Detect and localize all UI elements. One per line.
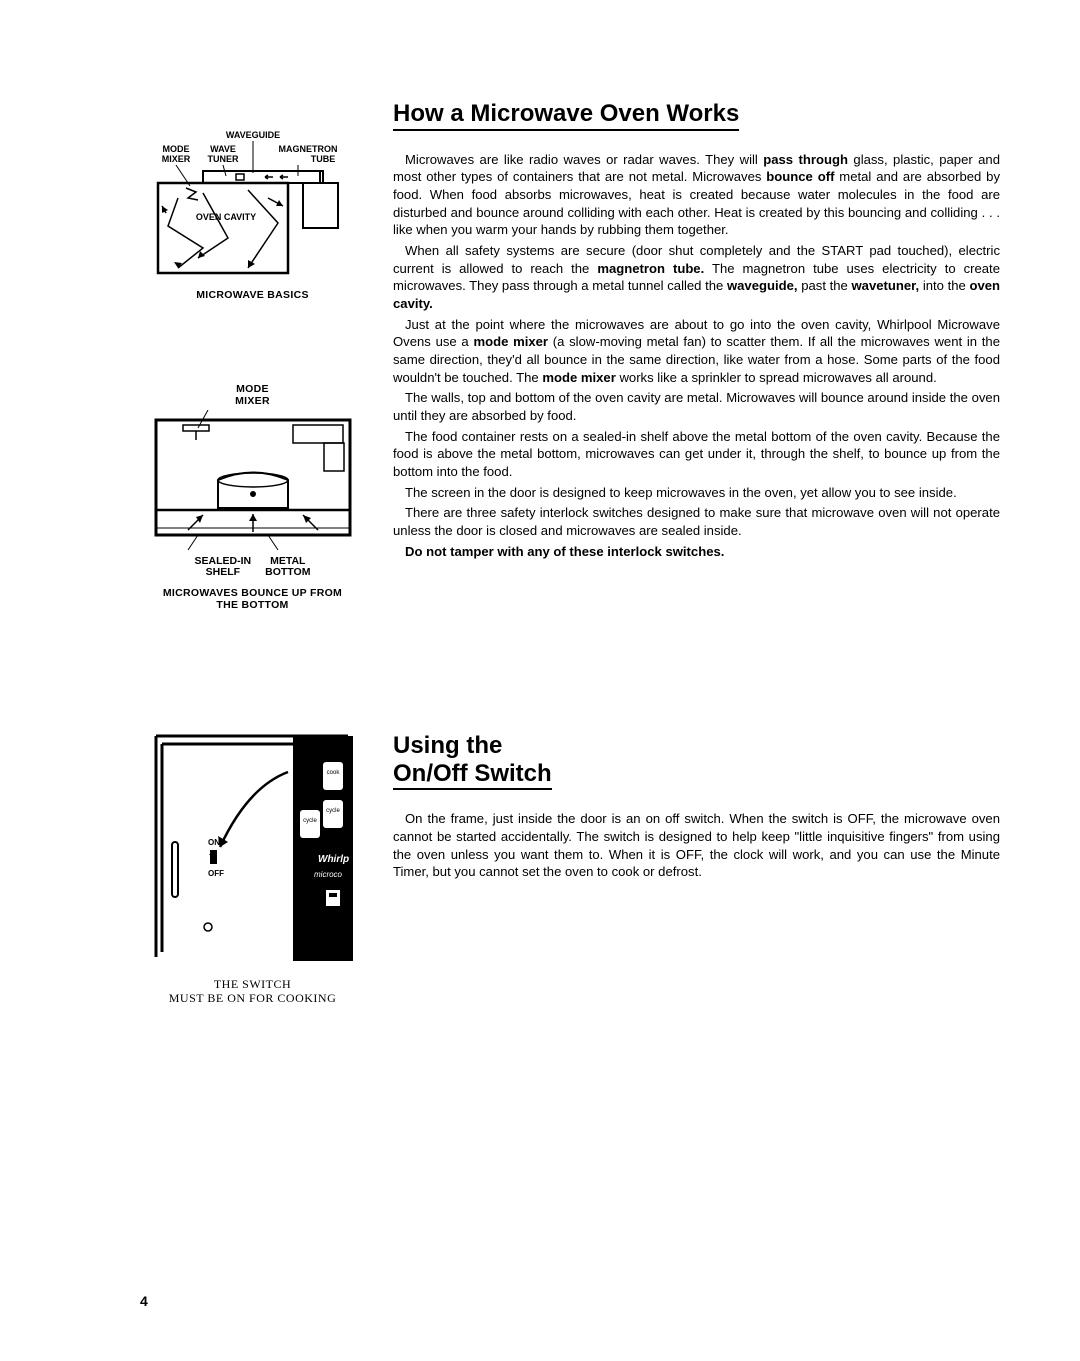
caption-microwave-basics: MICROWAVE BASICS <box>196 289 309 302</box>
page-number: 4 <box>140 1293 148 1309</box>
page: WAVEGUIDE MODE MIXER WAVE TUNER MAGNETRO… <box>0 0 1080 1361</box>
mode-mixer-l1: MODE <box>236 383 269 395</box>
label-mode-mixer-top: MODE MIXER <box>235 383 270 408</box>
label-sealed-in: SEALED-IN SHELF <box>195 556 252 579</box>
text-column-1: How a Microwave Oven Works Microwaves ar… <box>393 100 1000 563</box>
diagram-microwave-basics: WAVEGUIDE MODE MIXER WAVE TUNER MAGNETRO… <box>148 128 358 302</box>
section1-paragraph: The food container rests on a sealed-in … <box>393 428 1000 481</box>
section-title-2: Using the On/Off Switch <box>393 732 552 790</box>
title2-l1: Using the <box>393 732 502 759</box>
caption-bounce-up: MICROWAVES BOUNCE UP FROM THE BOTTOM <box>163 587 342 612</box>
section1-paragraph: There are three safety interlock switche… <box>393 504 1000 539</box>
section-how-it-works: WAVEGUIDE MODE MIXER WAVE TUNER MAGNETRO… <box>140 100 1000 612</box>
text-column-2: Using the On/Off Switch On the frame, ju… <box>393 732 1000 884</box>
section-title-1: How a Microwave Oven Works <box>393 100 739 131</box>
section1-paragraph: Just at the point where the microwaves a… <box>393 316 1000 387</box>
diagram-switch: cook cycle cycle Whirlp microco ON OFF <box>148 732 358 1006</box>
diagram-column: WAVEGUIDE MODE MIXER WAVE TUNER MAGNETRO… <box>140 100 365 612</box>
section1-paragraph: The walls, top and bottom of the oven ca… <box>393 389 1000 424</box>
section1-paragraph: Do not tamper with any of these interloc… <box>393 543 1000 561</box>
mode-mixer-l2: MIXER <box>235 395 270 407</box>
microwave-basics-svg: WAVEGUIDE MODE MIXER WAVE TUNER MAGNETRO… <box>148 128 358 283</box>
label-wave-tuner-2: TUNER <box>207 154 238 164</box>
diagram-bounce-up: MODE MIXER <box>148 377 358 612</box>
panel-label-cycle2: cycle <box>303 818 317 824</box>
label-mode-mixer-1: MODE <box>162 144 189 154</box>
switch-label-off: OFF <box>208 869 224 878</box>
switch-label-on: ON <box>208 838 220 847</box>
label-mode-mixer-2: MIXER <box>161 154 190 164</box>
label-oven-cavity: OVEN CAVITY <box>195 212 255 222</box>
title2-l2: On/Off Switch <box>393 760 552 787</box>
section1-body: Microwaves are like radio waves or radar… <box>393 151 1000 561</box>
label-wave-tuner-1: WAVE <box>210 144 236 154</box>
section2-body: On the frame, just inside the door is an… <box>393 810 1000 881</box>
label-waveguide: WAVEGUIDE <box>225 130 279 140</box>
panel-label-cycle1: cycle <box>326 808 340 814</box>
panel-brand-2: microco <box>314 870 343 879</box>
switch-svg: cook cycle cycle Whirlp microco ON OFF <box>148 732 358 967</box>
diagram-column-2: cook cycle cycle Whirlp microco ON OFF <box>140 732 365 1006</box>
label-magnetron-1: MAGNETRON <box>278 144 337 154</box>
caption-switch: THE SWITCH MUST BE ON FOR COOKING <box>169 977 336 1006</box>
section2-paragraph: On the frame, just inside the door is an… <box>393 810 1000 881</box>
panel-label-cook: cook <box>326 770 340 776</box>
bounce-up-svg <box>148 410 358 560</box>
label-magnetron-2: TUBE <box>310 154 335 164</box>
bottom-labels-row: SEALED-IN SHELF METAL BOTTOM <box>195 556 311 579</box>
section1-paragraph: The screen in the door is designed to ke… <box>393 484 1000 502</box>
section1-paragraph: When all safety systems are secure (door… <box>393 242 1000 313</box>
section-on-off-switch: cook cycle cycle Whirlp microco ON OFF <box>140 732 1000 1006</box>
section1-paragraph: Microwaves are like radio waves or radar… <box>393 151 1000 239</box>
label-metal-bottom: METAL BOTTOM <box>265 556 310 579</box>
panel-brand-1: Whirlp <box>318 854 349 865</box>
